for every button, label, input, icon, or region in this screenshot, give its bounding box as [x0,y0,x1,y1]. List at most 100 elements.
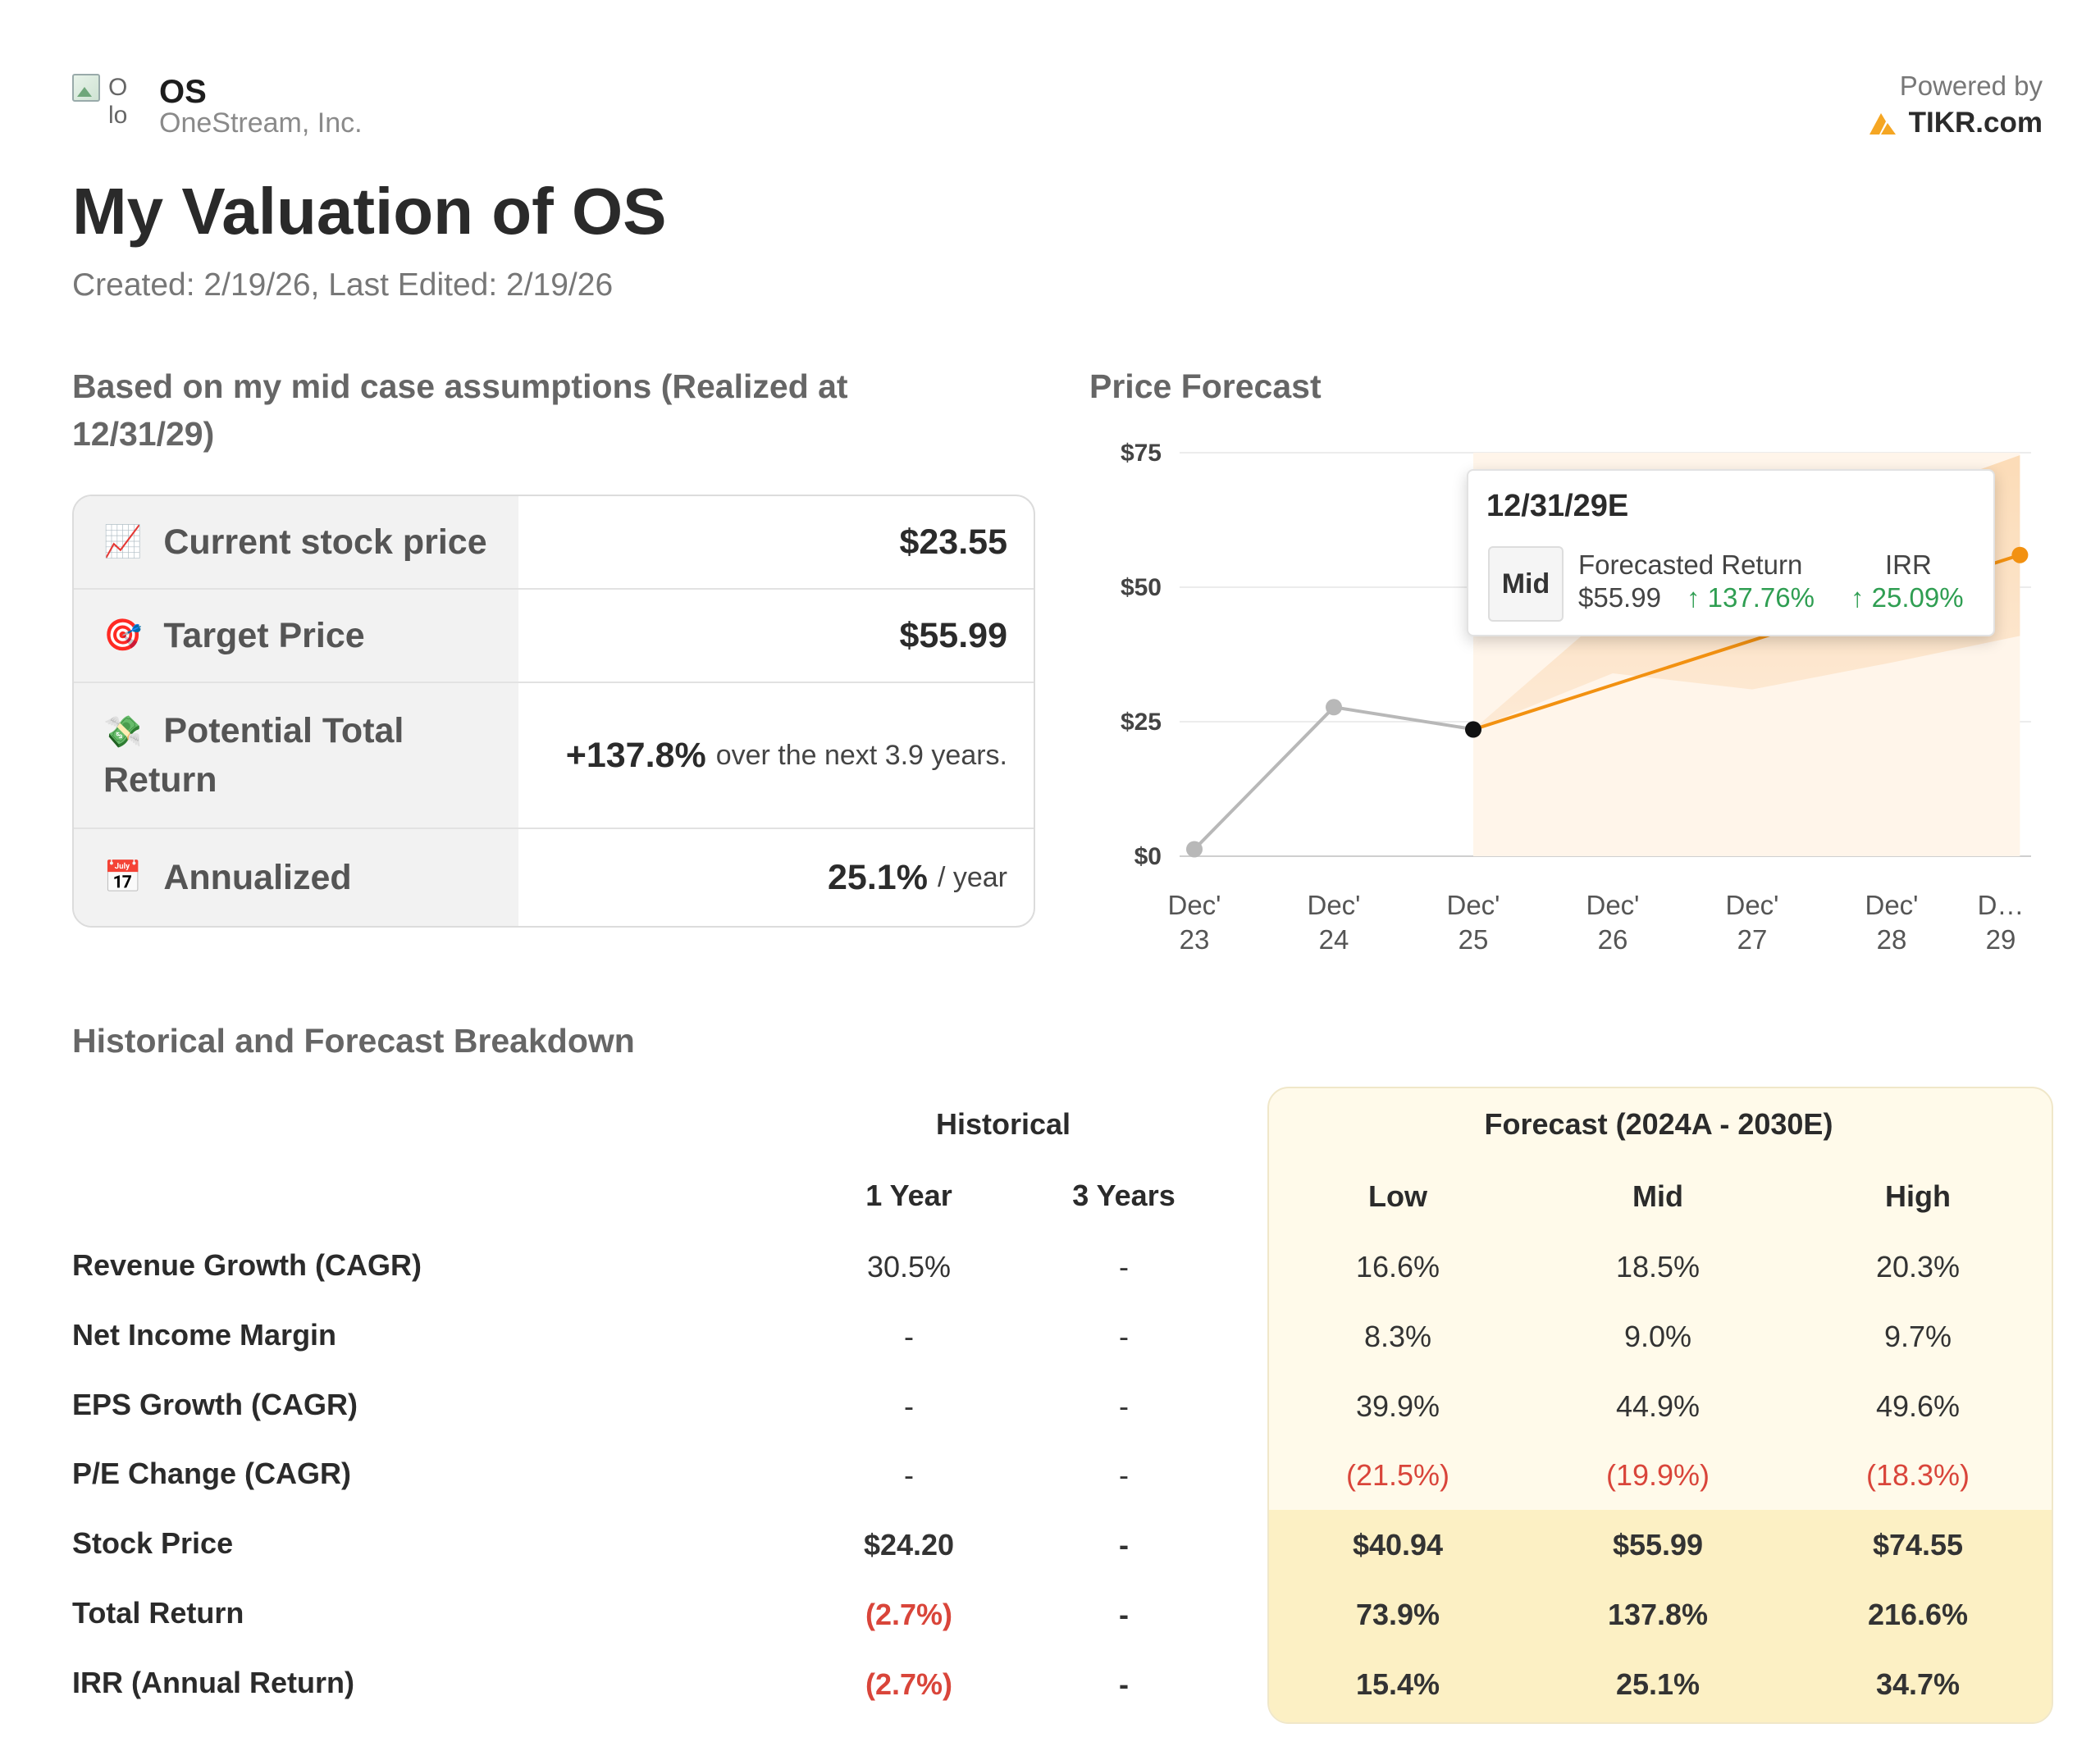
x-axis: Dec' 23 Dec' 24 Dec' 25 Dec' 26 Dec' 27 Dec' 28 D… 29 [1168,890,2025,955]
historical-line [1193,705,1474,850]
row-label-p-e-change-cagr: P/E Change (CAGR) [72,1457,352,1490]
tikr-brand-link[interactable]: TIKR.com [1868,107,2043,139]
cell-total-return-1-year: (2.7%) [865,1598,953,1631]
row-label-revenue-growth-cagr: Revenue Growth (CAGR) [72,1248,422,1282]
tikr-brand-text: TIKR.com [1908,107,2043,139]
x-tick-label: 28 [1877,924,1907,955]
y-axis: $0 $25 $50 $75 [1121,440,1162,870]
annualized-label-text: Annualized [163,857,352,897]
target-price-value: $55.99 [899,615,1007,655]
cell-net-income-margin-mid: 9.0% [1623,1320,1692,1353]
company-name: OneStream, Inc. [159,107,363,139]
annualized-pct: 25.1% [828,857,928,897]
historical-point [1186,841,1203,858]
annualized-label: 📅 Annualized [74,829,518,926]
row-label-total-return: Total Return [72,1596,244,1630]
cell-eps-growth-cagr-1-year: - [904,1389,914,1423]
total-return-label-text: Potential Total Return [103,711,404,800]
cell-irr-annual-return-3-years: - [1119,1667,1129,1701]
cell-eps-growth-cagr-mid: 44.9% [1615,1389,1701,1423]
x-tick-label: Dec' [1168,890,1221,920]
current-price-label-text: Current stock price [163,522,487,562]
cell-total-return-low: 73.9% [1355,1598,1440,1631]
total-return-row: 💸 Potential Total Return +137.8% over the… [74,683,1034,829]
x-tick-label: 25 [1459,924,1489,955]
row-label-net-income-margin: Net Income Margin [72,1318,337,1352]
col-head-1-year: 1 Year [865,1179,952,1212]
y-tick-label: $0 [1134,843,1162,870]
money-with-wings-icon: 💸 [103,715,143,750]
cell-eps-growth-cagr-high: 49.6% [1875,1389,1961,1423]
cell-net-income-margin-high: 9.7% [1883,1320,1952,1353]
x-tick-label: 27 [1737,924,1768,955]
cell-net-income-margin-1-year: - [904,1320,914,1353]
cell-p-e-change-cagr-1-year: - [904,1458,914,1492]
cell-p-e-change-cagr-3-years: - [1119,1458,1129,1492]
cell-stock-price-mid: $55.99 [1612,1528,1704,1562]
row-label-stock-price: Stock Price [72,1526,234,1560]
col-head-high: High [1885,1179,1951,1213]
target-price-label: 🎯 Target Price [74,590,518,682]
cell-total-return-mid: 137.8% [1607,1598,1709,1631]
y-tick-label: $50 [1121,574,1162,601]
broken-image-icon [72,74,100,102]
chart-tooltip: 12/31/29E Mid Forecasted Return IRR $55.… [1467,469,1995,636]
cell-revenue-growth-cagr-3-years: - [1119,1250,1129,1284]
total-return-label: 💸 Potential Total Return [74,683,518,828]
y-tick-label: $25 [1121,709,1162,736]
historical-point [1326,699,1342,716]
cell-p-e-change-cagr-low: (21.5%) [1345,1458,1450,1492]
total-return-period: over the next 3.9 years. [715,739,1007,771]
x-tick-label: 23 [1180,924,1210,955]
annualized-unit: / year [937,861,1007,893]
col-head-mid: Mid [1632,1179,1683,1213]
row-label-eps-growth-cagr: EPS Growth (CAGR) [72,1388,358,1421]
cell-irr-annual-return-low: 15.4% [1355,1667,1440,1701]
tooltip-price: $55.99 [1578,582,1661,613]
tooltip-case-badge: Mid [1488,546,1564,622]
target-icon: 🎯 [103,618,143,653]
current-price-value: $23.55 [899,522,1007,562]
forecast-results-band [1269,1510,2052,1722]
tikr-logo-icon [1869,113,1896,135]
total-return-pct: +137.8% [565,735,706,775]
total-return-value: +137.8% over the next 3.9 years. [566,683,1007,828]
x-tick-label: 24 [1319,924,1349,955]
chart-increasing-icon: 📈 [103,525,143,559]
cell-net-income-margin-3-years: - [1119,1320,1129,1353]
col-head-low: Low [1368,1179,1427,1213]
cell-irr-annual-return-mid: 25.1% [1615,1667,1701,1701]
cell-net-income-margin-low: 8.3% [1363,1320,1432,1353]
cell-revenue-growth-cagr-1-year: 30.5% [866,1250,952,1284]
x-tick-label: Dec' [1447,890,1500,920]
cell-stock-price-low: $40.94 [1352,1528,1444,1562]
summary-heading: Based on my mid case assumptions (Realiz… [72,367,848,453]
tooltip-return-value: ↑ 137.76% [1687,582,1815,613]
historical-title: Historical [935,1107,1071,1141]
cell-revenue-growth-cagr-mid: 18.5% [1615,1250,1701,1284]
ticker-symbol: OS [159,74,207,110]
powered-by-label: Powered by [1899,71,2043,101]
x-tick-label: D… [1978,890,2025,920]
cell-eps-growth-cagr-low: 39.9% [1355,1389,1440,1423]
cell-p-e-change-cagr-mid: (19.9%) [1605,1458,1710,1492]
cell-total-return-high: 216.6% [1867,1598,1969,1631]
row-label-irr-annual-return: IRR (Annual Return) [72,1666,354,1699]
tooltip-irr-value: ↑ 25.09% [1851,582,1964,613]
current-price-row: 📈 Current stock price $23.55 [74,496,1034,590]
forecast-title: Forecast (2024A - 2030E) [1484,1107,1833,1141]
forecast-panel [1267,1087,2053,1724]
x-tick-label: 26 [1598,924,1628,955]
cell-eps-growth-cagr-3-years: - [1119,1389,1129,1423]
cell-irr-annual-return-1-year: (2.7%) [865,1667,953,1701]
page-subtitle: Created: 2/19/26, Last Edited: 2/19/26 [72,267,614,303]
calendar-icon: 📅 [103,860,143,895]
cell-revenue-growth-cagr-high: 20.3% [1875,1250,1961,1284]
page-title: My Valuation of OS [72,175,667,248]
tooltip-return-label: Forecasted Return [1578,549,1803,580]
target-price-label-text: Target Price [163,615,365,655]
breakdown-heading: Historical and Forecast Breakdown [72,1022,635,1060]
cell-p-e-change-cagr-high: (18.3%) [1865,1458,1970,1492]
x-tick-label: Dec' [1726,890,1779,920]
summary-card: 📈 Current stock price $23.55 🎯 Target Pr… [72,495,1035,928]
